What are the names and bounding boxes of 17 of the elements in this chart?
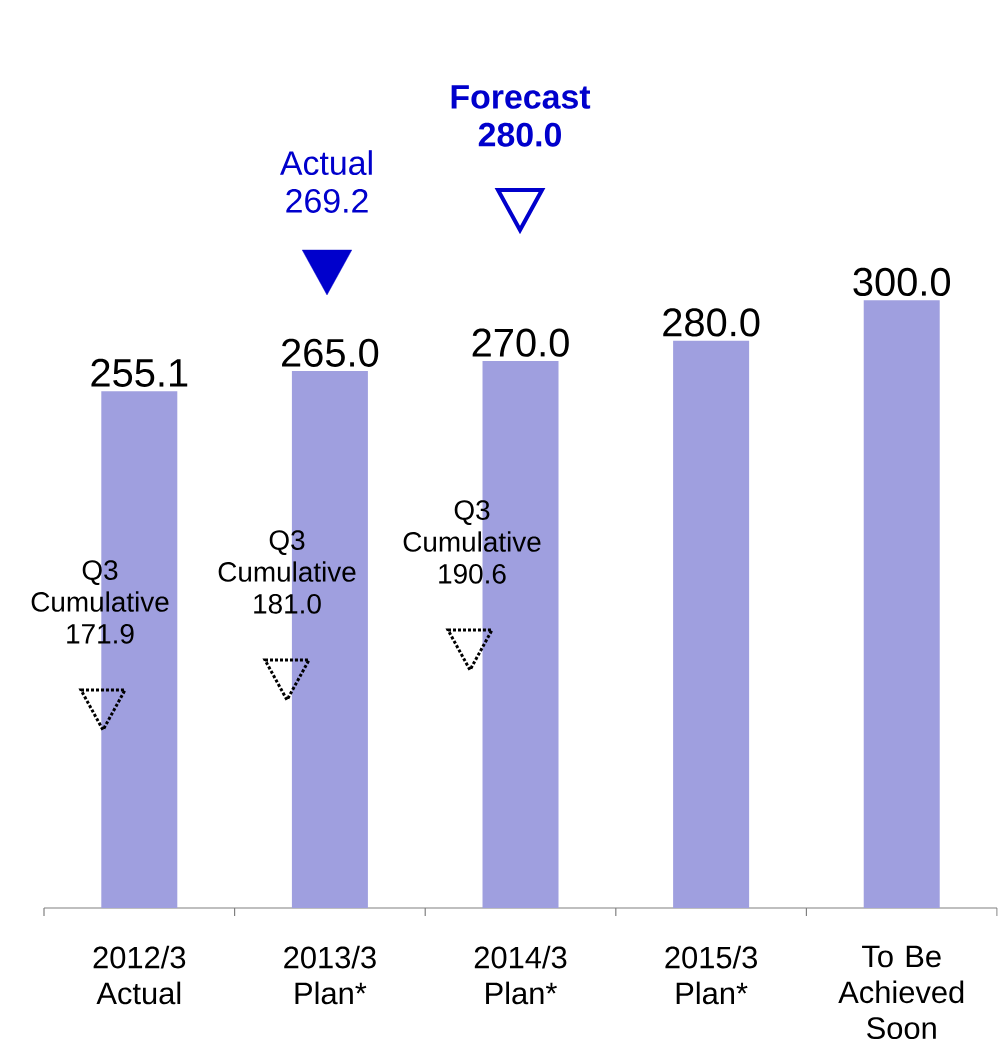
annotation: Q3 Cumulative 171.9 xyxy=(31,560,169,644)
x-tick-label: To Be Achieved Soon xyxy=(838,945,964,1040)
data-label: 300.0 xyxy=(853,267,951,297)
data-label: 265.0 xyxy=(282,338,379,367)
data-label: 255.1 xyxy=(91,358,188,387)
text: Forecast 280.0 xyxy=(451,85,591,147)
data-label: 270.0 xyxy=(472,328,569,357)
annotation: Q3 Cumulative 190.6 xyxy=(403,500,541,584)
x-tick-label: 2014/3 Plan* xyxy=(475,945,567,1005)
x-tick-label: 2012/3 Actual xyxy=(93,945,186,1005)
x-tick-label: 2013/3 Plan* xyxy=(284,945,376,1005)
bar xyxy=(863,300,940,908)
text: Actual 269.2 xyxy=(280,150,372,213)
x-tick-label: 2015/3 Plan* xyxy=(665,945,758,1005)
data-label: 280.0 xyxy=(663,308,760,337)
annotation: Q3 Cumulative 181.0 xyxy=(218,530,356,614)
bar xyxy=(673,340,750,908)
